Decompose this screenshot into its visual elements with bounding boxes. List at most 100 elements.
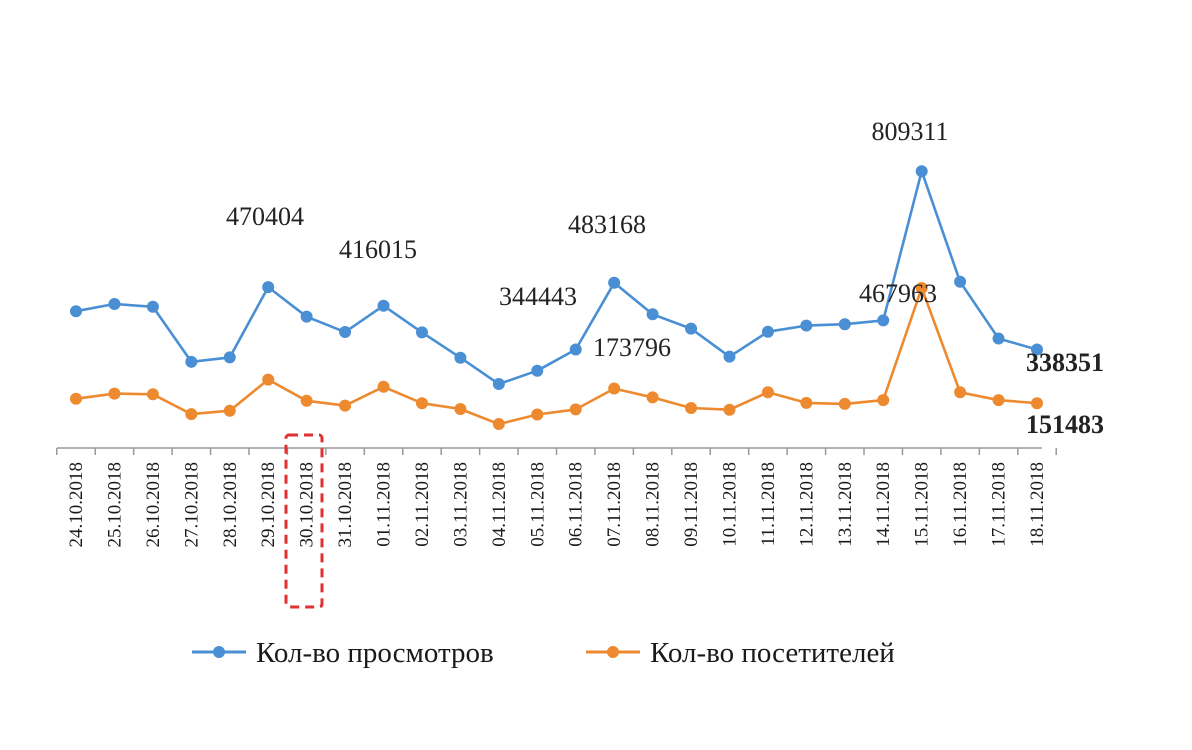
data-point-0 xyxy=(954,275,967,288)
data-label-0: 809311 xyxy=(871,117,948,146)
data-point-0 xyxy=(800,319,813,332)
x-tick-label: 12.11.2018 xyxy=(796,462,817,547)
data-point-1 xyxy=(300,394,313,407)
data-point-0 xyxy=(339,326,352,339)
x-tick-label: 09.11.2018 xyxy=(681,462,702,547)
data-point-0 xyxy=(761,325,774,338)
legend: Кол-во просмотров Кол-во посетителей xyxy=(192,637,895,669)
data-point-0 xyxy=(685,322,698,335)
x-tick-label: 13.11.2018 xyxy=(835,462,856,547)
data-point-1 xyxy=(877,394,890,407)
data-point-0 xyxy=(838,318,851,331)
data-point-0 xyxy=(377,299,390,312)
x-tick-label: 14.11.2018 xyxy=(873,462,894,547)
x-tick-label: 03.11.2018 xyxy=(450,462,471,547)
data-point-0 xyxy=(415,326,428,339)
data-label-1: 173796 xyxy=(593,333,671,362)
data-point-0 xyxy=(185,355,198,368)
data-point-1 xyxy=(531,408,544,421)
x-tick-label: 01.11.2018 xyxy=(374,462,395,547)
data-point-0 xyxy=(915,165,928,178)
data-point-1 xyxy=(492,418,505,431)
data-label-1: 467963 xyxy=(859,279,937,308)
data-label-0: 416015 xyxy=(339,235,417,264)
x-tick-label: 10.11.2018 xyxy=(719,462,740,547)
x-tick-label: 24.10.2018 xyxy=(66,462,87,548)
legend-visitors-label: Кол-во посетителей xyxy=(650,637,895,669)
x-tick-label: 28.10.2018 xyxy=(220,462,241,548)
x-tick-label: 29.10.2018 xyxy=(258,462,279,548)
x-tick-label: 27.10.2018 xyxy=(181,462,202,548)
data-point-0 xyxy=(223,351,236,364)
legend-views-label: Кол-во просмотров xyxy=(256,637,494,669)
data-label-0: 338351 xyxy=(1026,348,1104,377)
series-line-0 xyxy=(75,169,1038,386)
x-tick-label: 08.11.2018 xyxy=(643,462,664,547)
data-point-1 xyxy=(569,403,582,416)
x-tick-label: 26.10.2018 xyxy=(143,462,164,548)
x-tick-label: 17.11.2018 xyxy=(989,462,1010,547)
data-point-1 xyxy=(339,399,352,412)
data-point-0 xyxy=(646,308,659,321)
data-point-0 xyxy=(1031,343,1043,356)
highlight-box xyxy=(284,433,324,609)
data-point-0 xyxy=(108,298,121,311)
x-tick-label: 25.10.2018 xyxy=(104,462,125,548)
series-line-1 xyxy=(75,286,1038,426)
data-point-1 xyxy=(646,391,659,404)
x-tick-label: 05.11.2018 xyxy=(527,462,548,547)
data-point-0 xyxy=(531,364,544,377)
data-label-1: 151483 xyxy=(1026,410,1104,439)
data-labels: 470404 416015 344443 483168 809311 338351 1737… xyxy=(226,117,1104,439)
x-tick-label: 18.11.2018 xyxy=(1027,462,1048,547)
data-point-1 xyxy=(1031,397,1043,410)
data-point-0 xyxy=(569,343,582,356)
x-tick-label: 16.11.2018 xyxy=(950,462,971,547)
x-tick-label: 31.10.2018 xyxy=(335,462,356,548)
data-point-1 xyxy=(915,281,928,294)
data-point-1 xyxy=(992,394,1005,407)
data-point-0 xyxy=(262,281,275,294)
data-point-0 xyxy=(146,300,159,313)
x-tick-label: 11.11.2018 xyxy=(758,462,779,546)
data-point-1 xyxy=(108,387,121,400)
data-point-1 xyxy=(415,397,428,410)
data-label-0: 470404 xyxy=(226,202,304,231)
legend-visitors-marker xyxy=(607,646,619,658)
x-axis-tick-labels: 24.10.2018 25.10.2018 26.10.2018 27.10.2018… xyxy=(66,462,1048,548)
legend-item-visitors: Кол-во посетителей xyxy=(586,637,895,669)
x-axis-ticks xyxy=(56,448,1057,455)
x-tick-label: 30.10.2018 xyxy=(297,462,318,548)
data-point-1 xyxy=(185,408,198,421)
data-point-1 xyxy=(454,403,467,416)
data-point-0 xyxy=(608,276,621,289)
data-point-0 xyxy=(70,305,82,318)
data-point-1 xyxy=(838,397,851,410)
data-point-1 xyxy=(761,386,774,399)
legend-item-views: Кол-во просмотров xyxy=(192,637,494,669)
x-tick-label: 15.11.2018 xyxy=(912,462,933,547)
data-point-1 xyxy=(800,396,813,409)
data-label-0: 344443 xyxy=(499,282,577,311)
data-point-1 xyxy=(223,404,236,417)
data-point-1 xyxy=(608,382,621,395)
data-point-0 xyxy=(454,351,467,364)
data-point-0 xyxy=(723,350,736,363)
data-point-1 xyxy=(685,401,698,414)
data-point-1 xyxy=(377,380,390,393)
x-tick-label: 06.11.2018 xyxy=(566,462,587,547)
series-lines xyxy=(70,165,1043,431)
data-label-0: 483168 xyxy=(568,210,646,239)
data-point-1 xyxy=(146,388,159,401)
data-point-0 xyxy=(492,378,505,391)
x-tick-label: 07.11.2018 xyxy=(604,462,625,547)
x-tick-label: 02.11.2018 xyxy=(412,462,433,547)
data-point-0 xyxy=(992,332,1005,345)
data-point-0 xyxy=(300,310,313,323)
data-point-1 xyxy=(954,386,967,399)
data-point-1 xyxy=(723,403,736,416)
legend-views-marker xyxy=(213,646,225,658)
data-point-0 xyxy=(877,314,890,327)
data-point-1 xyxy=(70,392,82,405)
